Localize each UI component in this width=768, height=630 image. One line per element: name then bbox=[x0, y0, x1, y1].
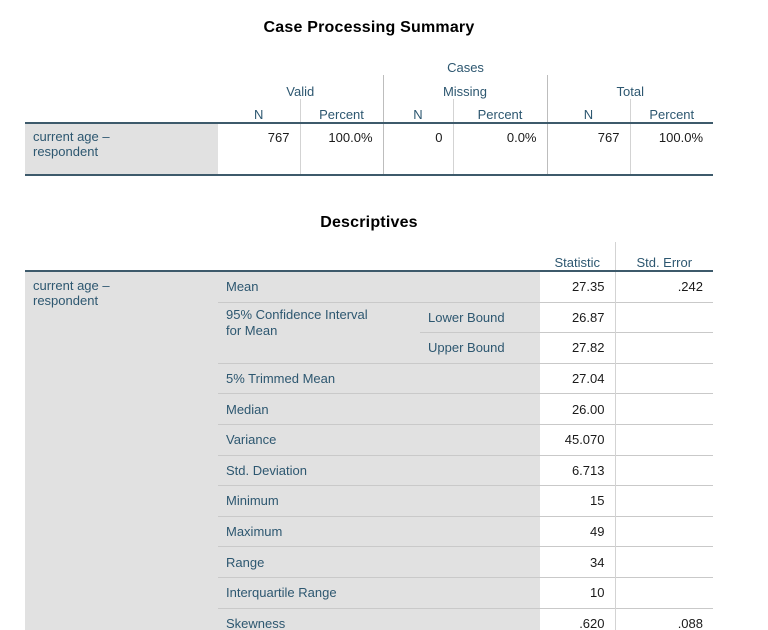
valid-percent-value: 100.0% bbox=[299, 123, 383, 175]
missing-n-value: 0 bbox=[382, 123, 453, 175]
statistic-value: 26.00 bbox=[540, 393, 615, 425]
std-error-value bbox=[614, 454, 713, 486]
statistic-value: 27.04 bbox=[540, 362, 615, 394]
stat-label-mean: Mean bbox=[218, 271, 540, 303]
table-row: Maximum 49 bbox=[25, 515, 713, 547]
table-row: Skewness .620 .088 bbox=[25, 607, 713, 630]
group-header-missing: Missing bbox=[382, 75, 547, 99]
statistic-value: 10 bbox=[540, 576, 615, 609]
col-header-total-n: N bbox=[546, 99, 630, 124]
statistic-value: 15 bbox=[540, 485, 615, 517]
statistic-value: 34 bbox=[540, 546, 615, 578]
std-error-value bbox=[614, 332, 713, 364]
case-processing-summary-title: Case Processing Summary bbox=[263, 19, 475, 36]
table-row: 95% Confidence Interval for Mean Lower B… bbox=[25, 301, 713, 364]
stat-label-minimum: Minimum bbox=[218, 485, 540, 517]
table-row: Interquartile Range 10 bbox=[25, 576, 713, 609]
row-label: current age – respondent bbox=[25, 123, 218, 175]
sub-label-upper-bound: Upper Bound bbox=[420, 332, 540, 364]
group-header-valid: Valid bbox=[286, 84, 315, 99]
col-header-total-percent: Percent bbox=[629, 99, 714, 124]
descriptives-table: Statistic Std. Error current age – respo… bbox=[25, 242, 713, 630]
col-header-statistic: Statistic bbox=[540, 242, 615, 272]
std-error-value bbox=[614, 576, 713, 609]
std-error-value bbox=[614, 393, 713, 425]
table-row: Upper Bound 27.82 bbox=[25, 332, 713, 364]
stat-label-interquartile-range: Interquartile Range bbox=[218, 576, 540, 609]
total-percent-value: 100.0% bbox=[629, 123, 714, 175]
group-header-total: Total bbox=[546, 75, 714, 99]
cases-spanner: Cases bbox=[447, 60, 484, 75]
col-header-valid-n: N bbox=[218, 99, 300, 124]
stat-label-trimmed-mean: 5% Trimmed Mean bbox=[218, 362, 540, 394]
std-error-value bbox=[614, 515, 713, 547]
table-row: Variance 45.070 bbox=[25, 423, 713, 456]
statistic-value: 49 bbox=[540, 515, 615, 547]
std-error-value bbox=[614, 423, 713, 456]
variable-label: current age – respondent bbox=[25, 271, 218, 630]
table-row: current age – respondent 767 100.0% 0 0.… bbox=[25, 123, 714, 175]
stat-label-range: Range bbox=[218, 546, 540, 578]
table-row: Median 26.00 bbox=[25, 393, 713, 425]
table-row: Std. Deviation 6.713 bbox=[25, 454, 713, 486]
stat-label-median: Median bbox=[218, 393, 540, 425]
col-header-std-error: Std. Error bbox=[614, 242, 713, 272]
missing-percent-value: 0.0% bbox=[452, 123, 547, 175]
col-header-missing-n: N bbox=[382, 99, 453, 124]
statistic-value: 27.35 bbox=[571, 279, 605, 295]
corner-cell bbox=[25, 52, 218, 75]
descriptives-title: Descriptives bbox=[320, 214, 418, 231]
corner-cell bbox=[25, 99, 218, 124]
std-error-value bbox=[614, 546, 713, 578]
stat-label-confidence-interval: 95% Confidence Interval for Mean bbox=[218, 301, 420, 364]
stat-label-std-deviation: Std. Deviation bbox=[218, 454, 540, 486]
std-error-value bbox=[614, 485, 713, 517]
table-row: 5% Trimmed Mean 27.04 bbox=[25, 362, 713, 394]
corner-cell bbox=[25, 75, 218, 99]
statistic-value: 45.070 bbox=[540, 423, 615, 456]
statistic-value: .620 bbox=[540, 607, 615, 630]
statistic-value: 6.713 bbox=[540, 454, 615, 486]
table-row: Minimum 15 bbox=[25, 485, 713, 517]
valid-n-value: 767 bbox=[267, 130, 290, 145]
stat-label-maximum: Maximum bbox=[218, 515, 540, 547]
std-error-value bbox=[614, 301, 713, 333]
stat-label-skewness: Skewness bbox=[218, 607, 540, 630]
statistic-value: 27.82 bbox=[540, 332, 615, 364]
table-row: Range 34 bbox=[25, 546, 713, 578]
table-row: current age – respondent Mean 27.35 .242 bbox=[25, 271, 713, 630]
col-header-valid-percent: Percent bbox=[299, 99, 383, 124]
row-label-line1: current age – bbox=[33, 129, 110, 144]
variable-label-line1: current age – bbox=[33, 278, 110, 293]
case-processing-summary-table: Cases Valid Missing Total N Percent N Pe… bbox=[25, 52, 714, 176]
total-n-value: 767 bbox=[546, 123, 630, 175]
corner-cell bbox=[25, 242, 540, 272]
statistic-value: 26.87 bbox=[540, 301, 615, 333]
sub-label-lower-bound: Lower Bound bbox=[420, 301, 540, 333]
col-header-missing-percent: Percent bbox=[452, 99, 547, 124]
variable-label-line2: respondent bbox=[33, 293, 99, 308]
std-error-value: .242 bbox=[614, 271, 713, 303]
row-label-line2: respondent bbox=[33, 144, 99, 159]
std-error-value: .088 bbox=[614, 607, 713, 630]
stat-label-variance: Variance bbox=[218, 423, 540, 456]
std-error-value bbox=[614, 362, 713, 394]
